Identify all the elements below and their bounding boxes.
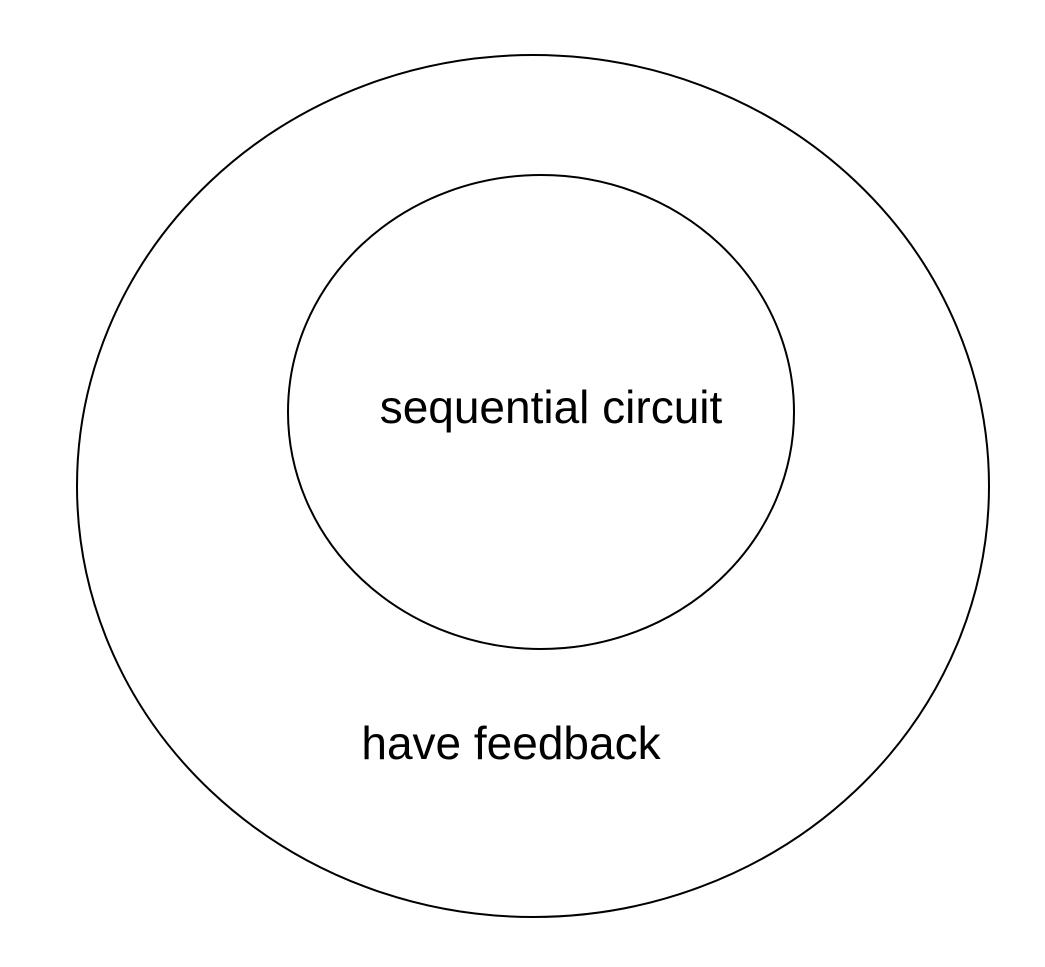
outer-circle-label: have feedback — [361, 717, 661, 769]
inner-circle-sequential-circuit — [287, 174, 795, 650]
inner-circle-label: sequential circuit — [380, 381, 723, 433]
outer-circle-have-feedback — [76, 54, 990, 918]
